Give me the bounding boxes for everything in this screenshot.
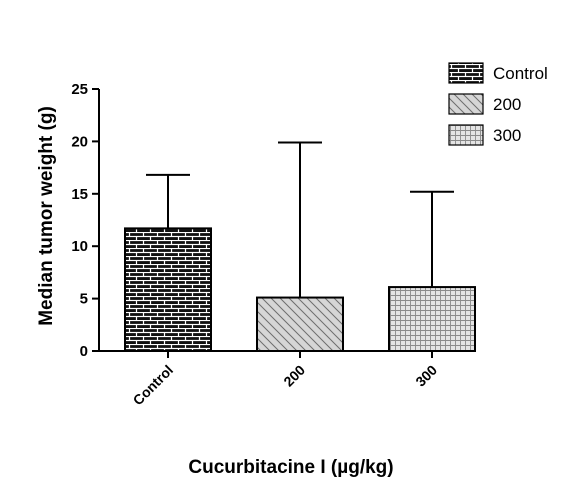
y-tick-label: 5 <box>80 291 88 308</box>
y-tick-label: 0 <box>80 343 88 360</box>
y-tick-label: 20 <box>71 133 88 150</box>
x-axis-title: Cucurbitacine I (µg/kg) <box>188 457 393 478</box>
y-tick-label: 25 <box>71 81 88 98</box>
x-tick-labels: Control 200 300 <box>130 362 441 409</box>
bars <box>124 227 476 352</box>
bar-200 <box>256 296 344 352</box>
legend-label-control: Control <box>493 64 548 83</box>
legend-label-200: 200 <box>493 95 521 114</box>
y-axis: 0 5 10 15 20 25 <box>71 81 100 360</box>
bar-control <box>124 227 212 352</box>
x-tick-label-300: 300 <box>412 362 440 390</box>
y-tick-label: 10 <box>71 238 88 255</box>
legend-label-300: 300 <box>493 126 521 145</box>
bar-300 <box>388 286 476 352</box>
x-tick-label-200: 200 <box>280 362 308 390</box>
y-tick-label: 15 <box>71 186 88 203</box>
x-tick-label-control: Control <box>130 362 177 409</box>
legend-swatch-200 <box>448 93 484 115</box>
y-axis-title: Median tumor weight (g) <box>36 106 57 326</box>
x-axis <box>99 350 470 358</box>
legend-swatch-control <box>448 62 484 84</box>
legend: Control 200 300 <box>448 62 548 146</box>
legend-swatch-300 <box>448 124 484 146</box>
error-bars <box>146 141 454 298</box>
